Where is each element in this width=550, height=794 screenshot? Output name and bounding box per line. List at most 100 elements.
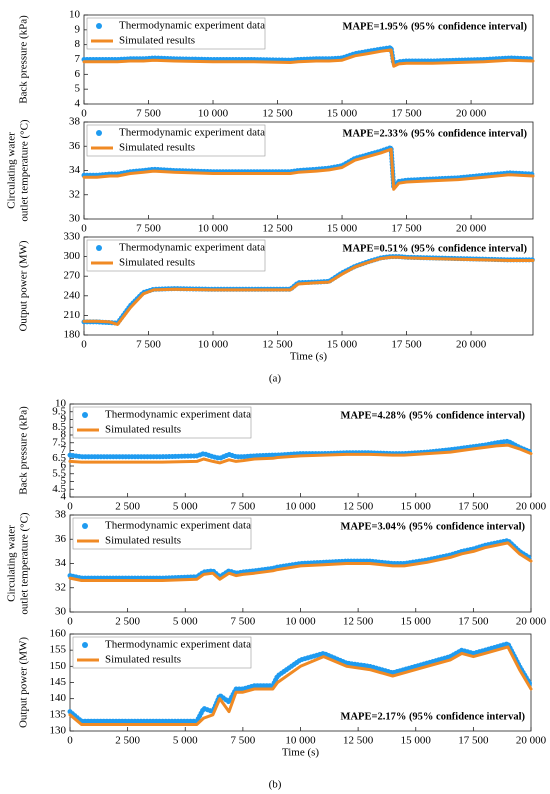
x-tick-label: 12 500 [343,501,374,513]
annotation: MAPE=0.51% (95% confidence interval) [343,243,528,254]
y-tick-label: 36 [69,140,81,152]
x-tick-label: 17 500 [458,501,489,513]
x-tick-label: 17 500 [391,223,422,235]
x-tick-label: 15 000 [327,108,358,120]
x-tick-label: 10 000 [285,616,316,628]
x-tick-label: 20 000 [456,223,487,235]
y-tick-label: 210 [64,309,81,321]
legend-marker [96,245,102,251]
annotation: MAPE=2.33% (95% confidence interval) [343,128,528,139]
y-tick-label: 36 [55,533,67,545]
y-tick-label: 30 [55,606,67,618]
y-tick-label: 30 [69,213,81,225]
experiment-trace [84,145,534,191]
experiment-trace [69,439,532,460]
x-tick-label: 12 500 [343,616,374,628]
simulated-line [68,645,533,726]
legend-label: Simulated results [105,424,181,436]
legend-label: Thermodynamic experiment data [105,520,251,532]
y-tick-label: 6.5 [52,452,66,464]
x-tick-label: 7 500 [136,108,161,120]
legend-box [86,239,266,272]
simulated-line [82,48,535,68]
x-tick-label: 15 000 [401,501,432,513]
x-tick-label: 5 000 [173,616,198,628]
y-tick-label: 9 [75,23,81,35]
x-tick-label: 7 500 [136,223,161,235]
annotation: MAPE=3.04% (95% confidence interval) [341,521,526,532]
y-tick-label: 130 [50,725,67,737]
y-tick-label: 140 [50,692,67,704]
legend-label: Simulated results [119,35,195,47]
y-tick-label: 8.5 [52,421,66,433]
legend-box [72,636,252,669]
legend-label: Thermodynamic experiment data [105,409,251,421]
y-tick-label: 34 [69,164,81,176]
x-tick-label: 10 000 [285,501,316,513]
x-tick-label: 10 000 [198,108,229,120]
legend-label: Thermodynamic experiment data [119,127,265,139]
annotation: MAPE=1.95% (95% confidence interval) [343,21,528,32]
y-tick-label: 8 [75,38,81,50]
x-axis-label: Time (s) [290,351,328,363]
legend-marker [82,412,88,418]
y-tick-label: 180 [64,329,81,341]
simulated-line [82,255,535,326]
y-axis-label: Circulating water [6,525,18,602]
y-tick-label: 38 [55,509,67,521]
x-tick-label: 17 500 [458,616,489,628]
y-tick-label: 150 [50,660,67,672]
x-tick-label: 20 000 [516,735,547,747]
x-tick-label: 20 000 [456,108,487,120]
y-axis-label: Circulating water [6,132,18,209]
experiment-trace [84,46,534,66]
y-tick-label: 7.5 [52,436,66,448]
panel-label: (b) [269,779,282,791]
y-tick-label: 9.5 [52,405,66,417]
x-tick-label: 7 500 [231,616,256,628]
x-tick-label: 7 500 [231,501,256,513]
y-axis-label: Output power (MW) [18,240,30,331]
legend-box [72,406,252,439]
y-tick-label: 5.5 [52,467,66,479]
legend-marker [96,130,102,136]
x-tick-label: 20 000 [516,501,547,513]
x-tick-label: 7 500 [231,735,256,747]
x-tick-label: 5 000 [173,501,198,513]
x-tick-label: 5 000 [173,735,198,747]
legend-box [86,17,266,50]
y-tick-label: 6 [75,68,81,80]
legend-label: Thermodynamic experiment data [105,639,251,651]
y-tick-label: 38 [69,116,81,128]
y-axis-label: Back pressure (kPa) [18,406,30,495]
x-tick-label: 15 000 [327,223,358,235]
x-tick-label: 15 000 [401,735,432,747]
x-tick-label: 17 500 [458,735,489,747]
y-tick-label: 34 [55,557,67,569]
panel-label: (a) [269,373,282,385]
y-tick-label: 4.5 [52,483,66,495]
y-tick-label: 4 [61,491,67,503]
y-tick-label: 4 [75,98,81,110]
y-tick-label: 145 [50,676,67,688]
legend-label: Simulated results [105,535,181,547]
legend-box [72,517,252,550]
experiment-trace [69,539,532,580]
y-tick-label: 330 [64,231,81,243]
plot-frame [83,236,534,336]
legend-label: Thermodynamic experiment data [119,20,265,32]
y-tick-label: 32 [55,581,66,593]
x-tick-label: 0 [67,616,73,628]
x-tick-label: 0 [81,108,87,120]
x-tick-label: 0 [67,501,73,513]
y-tick-label: 10 [55,398,67,410]
y-axis-label: Output power (MW) [18,637,30,728]
y-tick-label: 160 [50,628,67,640]
y-tick-label: 10 [69,9,81,21]
x-tick-label: 20 000 [516,616,547,628]
legend-label: Simulated results [119,257,195,269]
x-tick-label: 12 500 [262,339,293,351]
simulated-line [82,147,535,191]
y-tick-label: 5 [61,475,67,487]
legend-marker [82,642,88,648]
